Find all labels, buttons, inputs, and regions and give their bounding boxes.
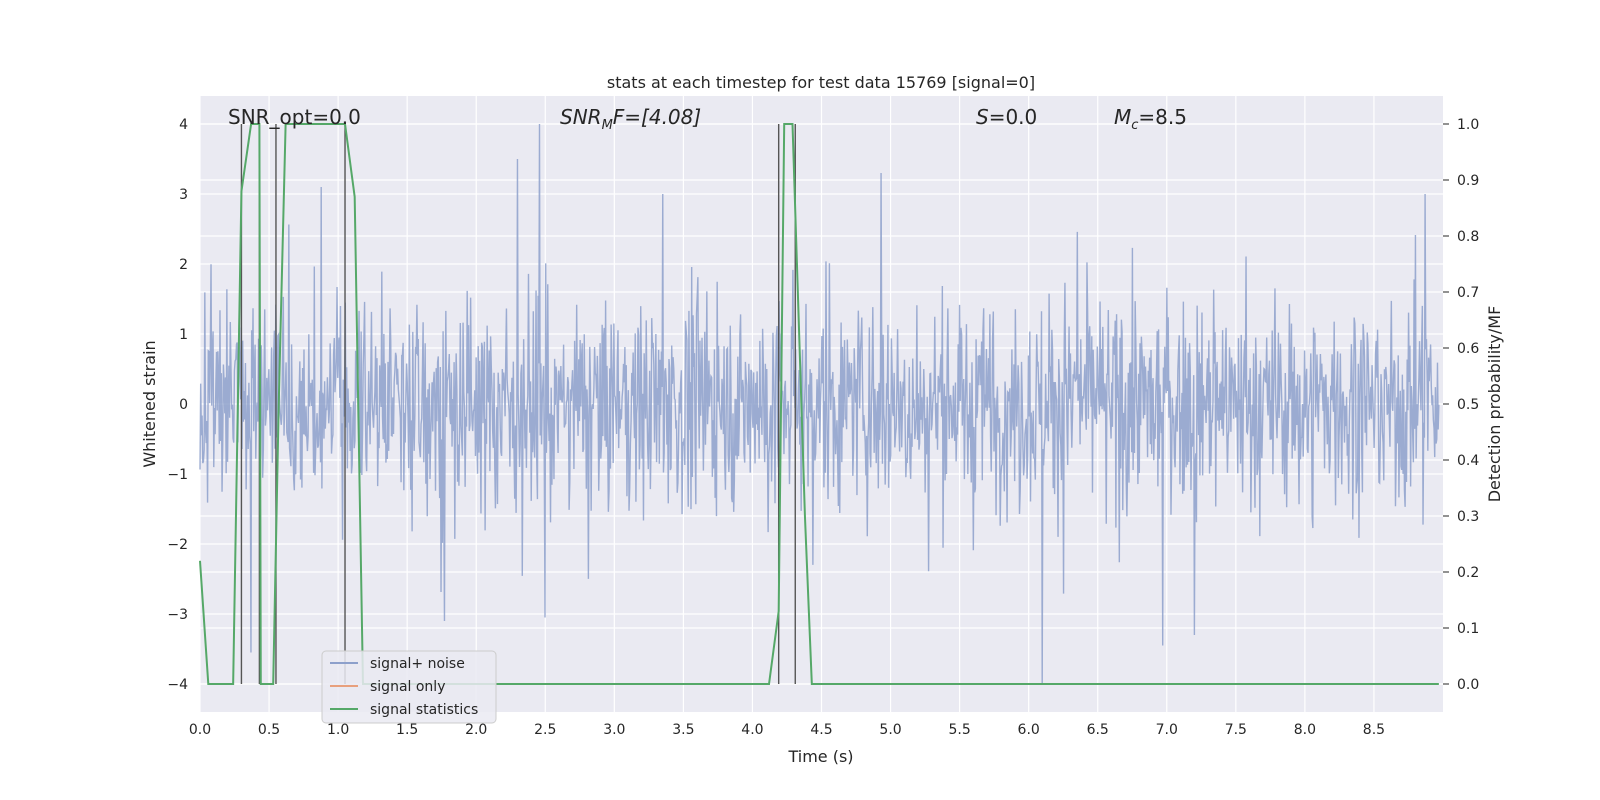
y2-tick-label: 0.2 — [1457, 565, 1479, 581]
x-axis-label: Time (s) — [787, 747, 853, 766]
legend-label-signal-statistics: signal statistics — [370, 702, 478, 718]
x-tick-label: 0.5 — [258, 722, 280, 738]
x-axis-ticks: 0.0 0.5 1.0 1.5 2.0 2.5 3.0 3.5 4.0 4.5 5.0 5.5 6.0 6… — [189, 722, 1385, 738]
x-tick-label: 4.0 — [741, 722, 763, 738]
x-tick-label: 2.5 — [534, 722, 556, 738]
y2-tick-label: 0.5 — [1457, 397, 1479, 413]
x-tick-label: 1.0 — [327, 722, 349, 738]
x-tick-label: 5.5 — [948, 722, 970, 738]
series-signal-statistics — [199, 123, 1439, 685]
legend: signal+ noise signal only signal statist… — [321, 650, 497, 724]
y2-tick-label: 0.3 — [1457, 509, 1479, 525]
y-tick-label: −1 — [167, 467, 188, 483]
x-tick-label: 8.5 — [1363, 722, 1385, 738]
y-axis-label: Whitened strain — [140, 340, 159, 467]
x-tick-label: 1.5 — [396, 722, 418, 738]
x-tick-label: 7.0 — [1156, 722, 1178, 738]
y2-axis-label: Detection probability/MF — [1485, 306, 1504, 503]
annotation-s-main: S — [976, 105, 989, 129]
y2-axis-ticks: 0.0 0.1 0.2 0.3 0.4 0.5 0.6 0.7 0.8 0.9 1.0 — [1443, 117, 1479, 693]
x-tick-label: 3.5 — [672, 722, 694, 738]
y-tick-label: 2 — [179, 257, 188, 273]
y2-tick-label: 1.0 — [1457, 117, 1479, 133]
chart-title: stats at each timestep for test data 157… — [607, 73, 1035, 92]
y-tick-label: 3 — [179, 187, 188, 203]
y-tick-label: −2 — [167, 537, 188, 553]
annotation-mc-main: M — [1114, 105, 1131, 129]
statistics-line — [199, 123, 1439, 685]
x-tick-label: 5.0 — [879, 722, 901, 738]
annotation-mc-rest: =8.5 — [1138, 105, 1187, 129]
x-tick-label: 4.5 — [810, 722, 832, 738]
y2-tick-label: 0.8 — [1457, 229, 1479, 245]
annotation-mc: Mc=8.5 — [1114, 105, 1187, 133]
annotation-snr-mf-main: SNR — [560, 105, 602, 129]
x-tick-label: 7.5 — [1225, 722, 1247, 738]
y2-tick-label: 0.6 — [1457, 341, 1479, 357]
legend-label-signal-only: signal only — [370, 679, 445, 695]
annotation-s-rest: =0.0 — [989, 105, 1038, 129]
annotation-s: S=0.0 — [976, 105, 1037, 129]
y-tick-label: 1 — [179, 327, 188, 343]
x-tick-label: 3.0 — [603, 722, 625, 738]
x-tick-label: 6.5 — [1087, 722, 1109, 738]
x-tick-label: 8.0 — [1294, 722, 1316, 738]
annotation-snr-opt: SNR_opt=0.0 — [228, 105, 361, 129]
y-tick-label: 4 — [179, 117, 188, 133]
y-tick-label: 0 — [179, 397, 188, 413]
noise-line — [199, 123, 1440, 685]
x-tick-label: 2.0 — [465, 722, 487, 738]
legend-label-signal-noise: signal+ noise — [370, 656, 465, 672]
annotation-mc-sub: c — [1131, 118, 1138, 133]
y2-tick-label: 0.1 — [1457, 621, 1479, 637]
series-signal-noise — [199, 123, 1440, 685]
x-tick-label: 0.0 — [189, 722, 211, 738]
y2-tick-label: 0.0 — [1457, 677, 1479, 693]
y-axis-ticks: −4 −3 −2 −1 0 1 2 3 4 — [167, 117, 188, 693]
x-tick-label: 6.0 — [1018, 722, 1040, 738]
annotation-snr-mf: SNRMF=[4.08] — [560, 105, 701, 133]
annotation-snr-mf-sub: M — [602, 118, 613, 133]
y-tick-label: −3 — [167, 607, 188, 623]
y-tick-label: −4 — [167, 677, 188, 693]
y2-tick-label: 0.9 — [1457, 173, 1479, 189]
annotation-snr-mf-rest: F=[4.08] — [613, 105, 701, 129]
y2-tick-label: 0.7 — [1457, 285, 1479, 301]
grid — [199, 96, 1443, 712]
legend-box — [321, 650, 497, 724]
y2-tick-label: 0.4 — [1457, 453, 1479, 469]
